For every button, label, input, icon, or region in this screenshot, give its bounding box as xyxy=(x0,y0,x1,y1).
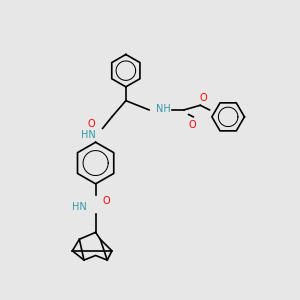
Text: NH: NH xyxy=(156,104,171,114)
Text: O: O xyxy=(103,196,110,206)
Text: O: O xyxy=(200,93,208,103)
Text: HN: HN xyxy=(72,202,87,212)
Text: O: O xyxy=(188,120,196,130)
Text: HN: HN xyxy=(81,130,96,140)
Text: O: O xyxy=(88,119,96,129)
